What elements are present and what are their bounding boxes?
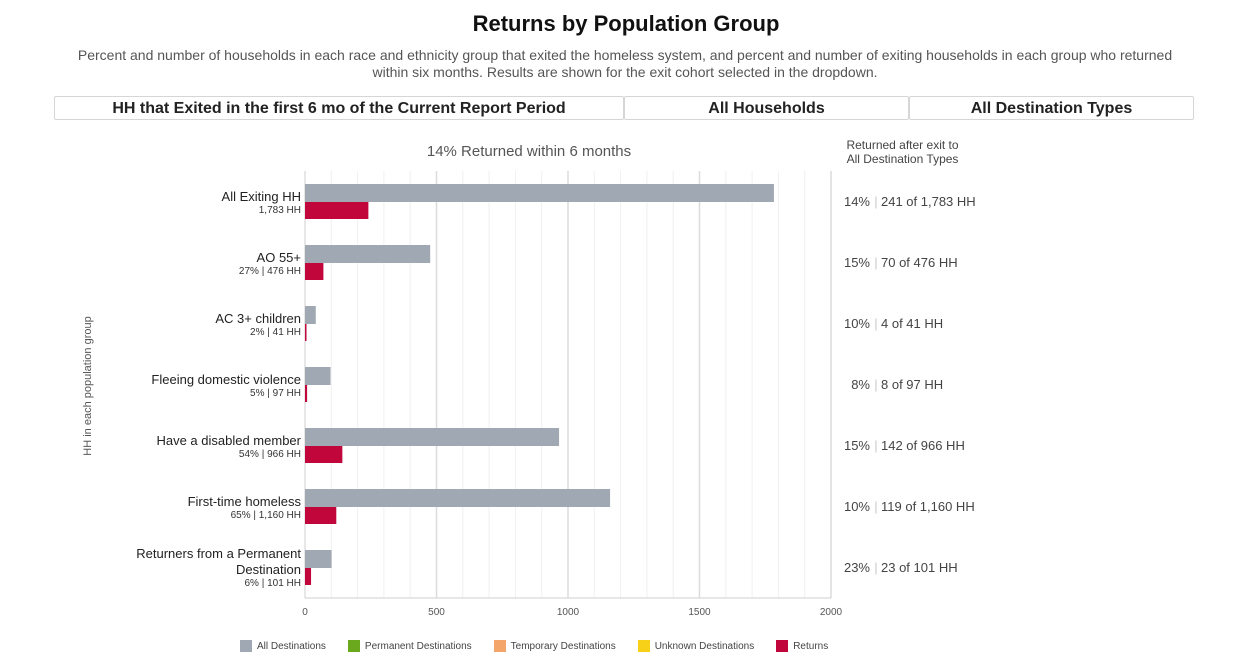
- page-title: Returns by Population Group: [472, 11, 780, 36]
- bar-returns: [305, 446, 343, 463]
- bar-returns: [305, 202, 369, 219]
- summary-header-line-1: Returned after exit to: [846, 138, 959, 152]
- summary-column-header: Returned after exit to All Destination T…: [840, 138, 965, 166]
- category-label: Fleeing domestic violence: [151, 372, 301, 387]
- summary-percent: 15%: [844, 438, 870, 453]
- legend-swatch: [240, 640, 252, 652]
- summary-count: 4 of 41 HH: [881, 316, 943, 331]
- legend-label: Temporary Destinations: [510, 640, 616, 652]
- summary-divider: |: [874, 438, 877, 453]
- category-sublabel: 54% | 966 HH: [239, 449, 301, 460]
- summary-percent: 10%: [844, 499, 870, 514]
- category-sublabel: 2% | 41 HH: [250, 327, 301, 338]
- legend-item[interactable]: Returns: [776, 640, 828, 652]
- summary-divider: |: [874, 377, 877, 392]
- summary-count: 119 of 1,160 HH: [881, 499, 975, 514]
- bar-all-destinations: [305, 428, 560, 446]
- legend-label: Returns: [793, 640, 829, 652]
- category-sublabel: 1,783 HH: [259, 205, 301, 216]
- category-sublabel: 6% | 101 HH: [244, 578, 301, 589]
- category-sublabel: 65% | 1,160 HH: [231, 510, 301, 521]
- legend-swatch: [347, 640, 360, 652]
- category-label: Destination: [236, 562, 301, 577]
- summary-percent: 23%: [844, 560, 870, 575]
- x-tick-label: 500: [428, 607, 445, 618]
- bar-all-destinations: [305, 245, 431, 263]
- legend-label: Permanent Destinations: [364, 640, 472, 652]
- legend-item[interactable]: Temporary Destinations: [493, 640, 616, 652]
- x-tick-label: 2000: [820, 607, 843, 618]
- legend-swatch: [637, 640, 650, 652]
- bar-returns: [305, 324, 307, 341]
- chart-legend: All Destinations Permanent Destinations Te…: [240, 639, 850, 653]
- summary-header-line-2: All Destination Types: [846, 152, 959, 166]
- category-sublabel: 5% | 97 HH: [250, 388, 301, 399]
- cohort-dropdown[interactable]: HH that Exited in the first 6 mo of the …: [54, 96, 624, 120]
- summary-divider: |: [874, 316, 877, 331]
- category-label: AC 3+ children: [215, 311, 301, 326]
- bar-all-destinations: [305, 550, 332, 568]
- destination-dropdown[interactable]: All Destination Types: [909, 96, 1194, 120]
- bar-all-destinations: [305, 306, 316, 324]
- summary-count: 241 of 1,783 HH: [881, 194, 976, 209]
- household-type-dropdown[interactable]: All Households: [624, 96, 909, 120]
- summary-divider: |: [874, 194, 877, 209]
- summary-divider: |: [874, 560, 877, 575]
- legend-label: Unknown Destinations: [654, 640, 755, 652]
- legend-item[interactable]: All Destinations: [240, 640, 326, 652]
- bar-returns: [305, 507, 337, 524]
- summary-percent: 15%: [844, 255, 870, 270]
- bar-returns: [305, 263, 324, 280]
- summary-count: 142 of 966 HH: [881, 438, 965, 453]
- category-label: All Exiting HH: [222, 189, 301, 204]
- bar-all-destinations: [305, 367, 331, 385]
- summary-divider: |: [874, 499, 877, 514]
- category-label: Returners from a Permanent: [136, 546, 301, 561]
- legend-item[interactable]: Unknown Destinations: [637, 640, 755, 652]
- bar-returns: [305, 385, 308, 402]
- summary-divider: |: [874, 255, 877, 270]
- summary-percent: 14%: [844, 194, 870, 209]
- summary-percent: 8%: [851, 377, 870, 392]
- summary-percent: 10%: [844, 316, 870, 331]
- summary-count: 23 of 101 HH: [881, 560, 958, 575]
- x-tick-label: 1500: [688, 607, 711, 618]
- category-label: AO 55+: [257, 250, 301, 265]
- category-sublabel: 27% | 476 HH: [239, 266, 301, 277]
- category-label: Have a disabled member: [156, 433, 301, 448]
- bar-returns: [305, 568, 312, 585]
- chart-subtitle: 14% Returned within 6 months: [426, 143, 632, 160]
- page-subtitle: Percent and number of households in each…: [77, 47, 1173, 80]
- bar-all-destinations: [305, 489, 611, 507]
- legend-label: All Destinations: [257, 640, 326, 652]
- category-label: First-time homeless: [188, 494, 302, 509]
- x-tick-label: 0: [302, 607, 308, 618]
- legend-swatch: [776, 640, 789, 652]
- bar-all-destinations: [305, 184, 774, 202]
- legend-item[interactable]: Permanent Destinations: [347, 640, 472, 652]
- summary-count: 70 of 476 HH: [881, 255, 958, 270]
- summary-count: 8 of 97 HH: [881, 377, 943, 392]
- legend-swatch: [493, 640, 506, 652]
- x-tick-label: 1000: [557, 607, 580, 618]
